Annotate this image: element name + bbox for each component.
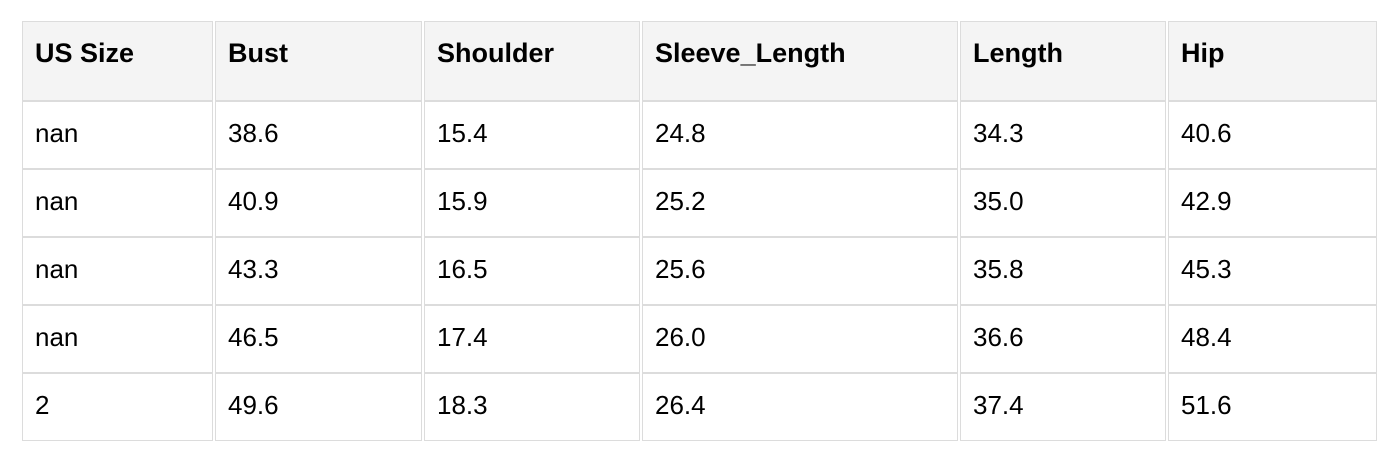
cell-shoulder: 15.4 xyxy=(424,101,640,169)
column-header-shoulder: Shoulder xyxy=(424,21,640,101)
column-header-length: Length xyxy=(960,21,1166,101)
table-row: nan 46.5 17.4 26.0 36.6 48.4 xyxy=(22,305,1377,373)
table-row: nan 38.6 15.4 24.8 34.3 40.6 xyxy=(22,101,1377,169)
table-body: nan 38.6 15.4 24.8 34.3 40.6 nan 40.9 15… xyxy=(22,101,1377,441)
cell-shoulder: 17.4 xyxy=(424,305,640,373)
table-row: nan 40.9 15.9 25.2 35.0 42.9 xyxy=(22,169,1377,237)
cell-shoulder: 16.5 xyxy=(424,237,640,305)
size-chart-table: US Size Bust Shoulder Sleeve_Length Leng… xyxy=(20,21,1379,441)
cell-shoulder: 15.9 xyxy=(424,169,640,237)
cell-length: 37.4 xyxy=(960,373,1166,441)
cell-bust: 49.6 xyxy=(215,373,422,441)
cell-us-size: nan xyxy=(22,169,213,237)
cell-length: 35.8 xyxy=(960,237,1166,305)
cell-bust: 43.3 xyxy=(215,237,422,305)
cell-hip: 42.9 xyxy=(1168,169,1377,237)
table-header: US Size Bust Shoulder Sleeve_Length Leng… xyxy=(22,21,1377,101)
cell-length: 34.3 xyxy=(960,101,1166,169)
column-header-sleeve-length: Sleeve_Length xyxy=(642,21,958,101)
cell-us-size: 2 xyxy=(22,373,213,441)
table-row: nan 43.3 16.5 25.6 35.8 45.3 xyxy=(22,237,1377,305)
cell-shoulder: 18.3 xyxy=(424,373,640,441)
cell-us-size: nan xyxy=(22,101,213,169)
cell-us-size: nan xyxy=(22,237,213,305)
cell-bust: 46.5 xyxy=(215,305,422,373)
cell-sleeve-length: 26.4 xyxy=(642,373,958,441)
cell-sleeve-length: 25.2 xyxy=(642,169,958,237)
table-row: 2 49.6 18.3 26.4 37.4 51.6 xyxy=(22,373,1377,441)
cell-sleeve-length: 24.8 xyxy=(642,101,958,169)
cell-length: 36.6 xyxy=(960,305,1166,373)
cell-hip: 48.4 xyxy=(1168,305,1377,373)
header-row: US Size Bust Shoulder Sleeve_Length Leng… xyxy=(22,21,1377,101)
cell-us-size: nan xyxy=(22,305,213,373)
cell-hip: 51.6 xyxy=(1168,373,1377,441)
cell-bust: 40.9 xyxy=(215,169,422,237)
cell-bust: 38.6 xyxy=(215,101,422,169)
column-header-hip: Hip xyxy=(1168,21,1377,101)
cell-length: 35.0 xyxy=(960,169,1166,237)
cell-hip: 40.6 xyxy=(1168,101,1377,169)
cell-hip: 45.3 xyxy=(1168,237,1377,305)
column-header-us-size: US Size xyxy=(22,21,213,101)
column-header-bust: Bust xyxy=(215,21,422,101)
cell-sleeve-length: 25.6 xyxy=(642,237,958,305)
cell-sleeve-length: 26.0 xyxy=(642,305,958,373)
